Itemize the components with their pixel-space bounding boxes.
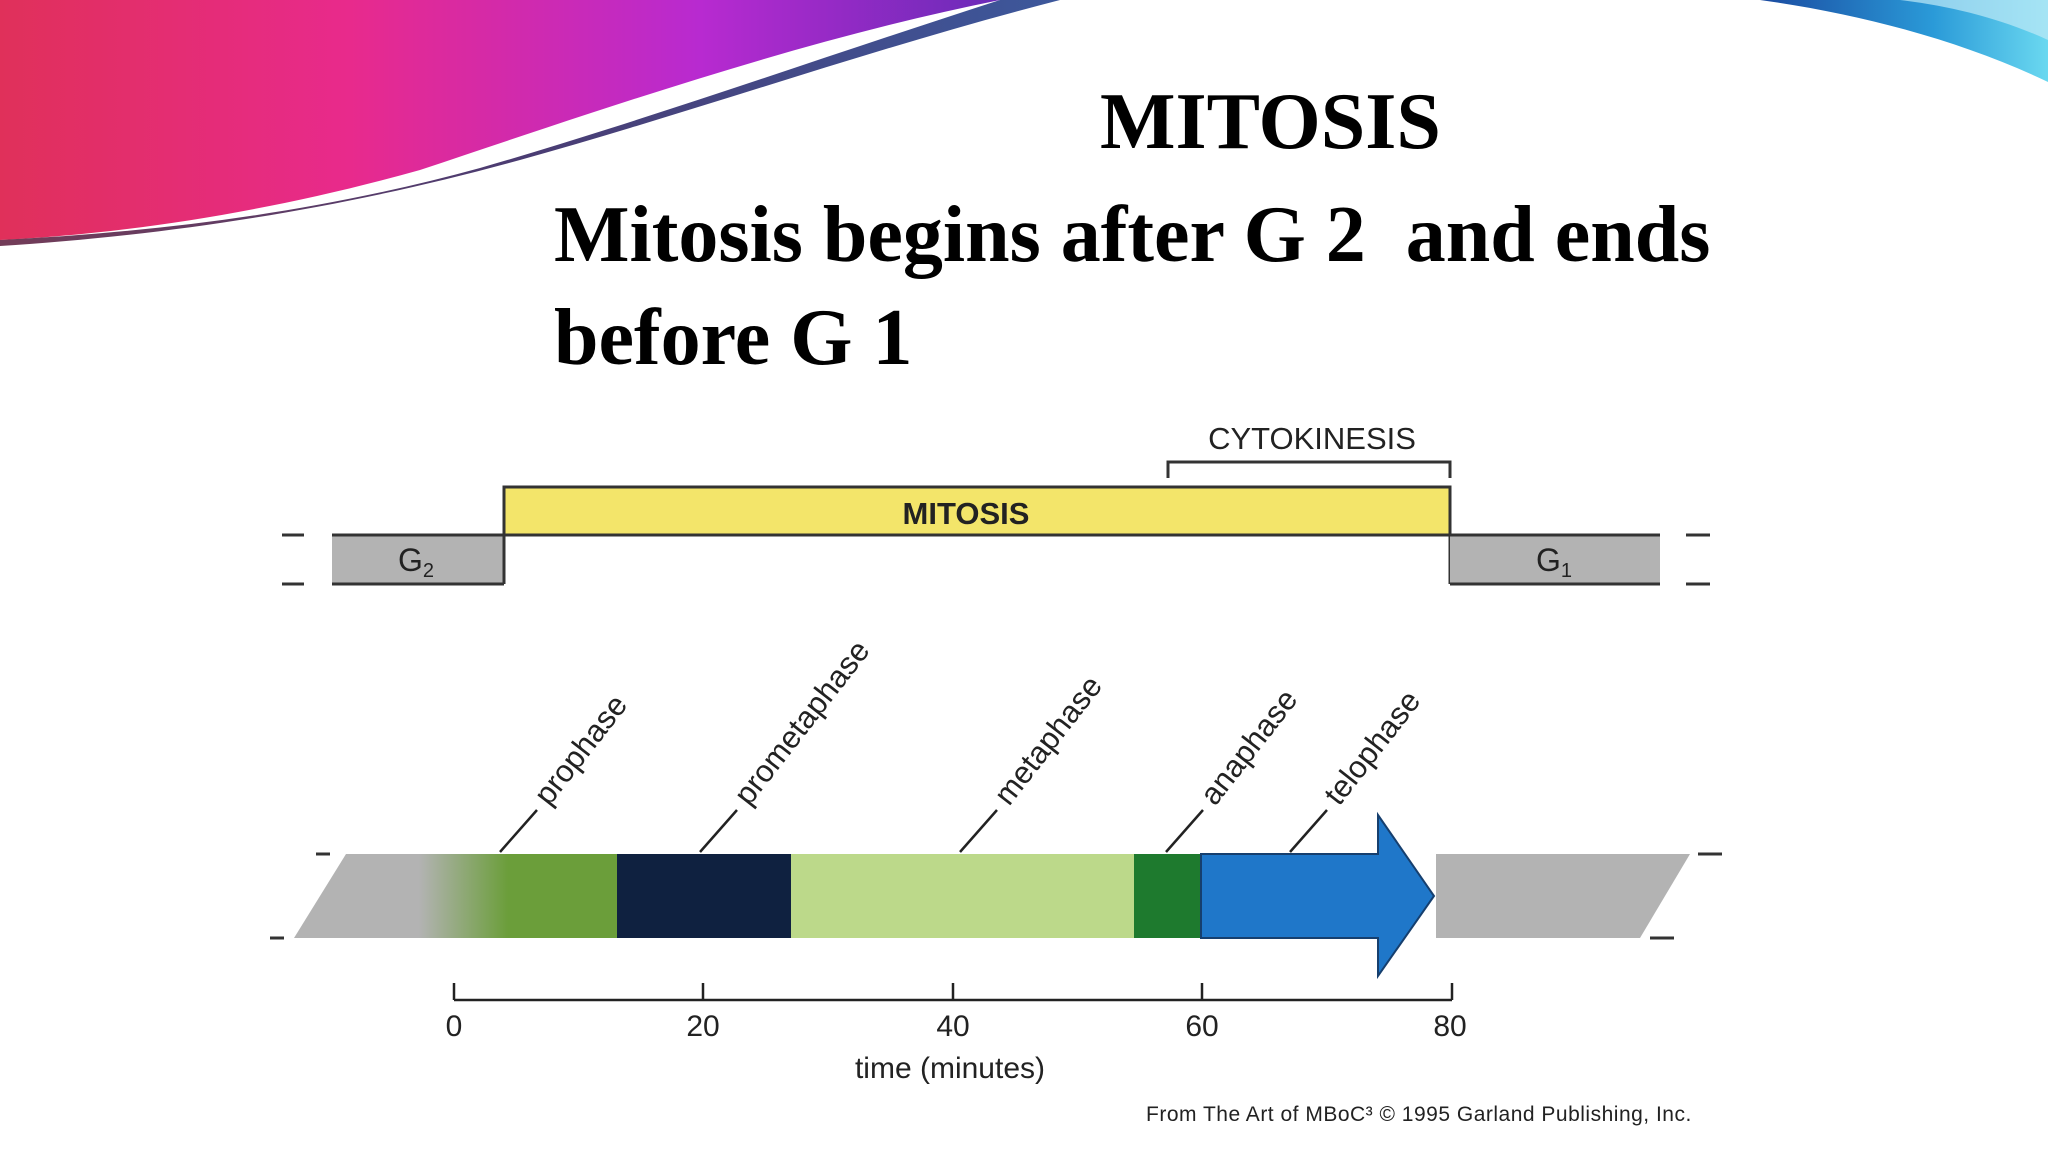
top-phase-bar: G2 MITOSIS CYTOKINESIS G1 [282,421,1710,586]
metaphase-label: metaphase [987,669,1109,811]
interphase-right-segment [1436,854,1690,938]
metaphase-leader [959,809,998,853]
tick-label-20: 20 [686,1010,719,1043]
cytokinesis-bracket [1166,460,1452,478]
time-axis-label: time (minutes) [855,1052,1045,1085]
slide-title: MITOSIS [1100,78,1441,166]
telophase-leader [1289,809,1328,853]
mitosis-bar [502,485,1452,537]
prometaphase-segment [617,854,791,938]
prometaphase-leader [699,809,738,853]
interphase-left-segment [294,854,420,938]
g1-box [1450,535,1660,584]
subtitle-line-1: Mitosis begins after G 2 and ends [554,191,1711,279]
anaphase-label: anaphase [1193,682,1304,811]
prophase-leader [499,809,538,853]
tick-label-80: 80 [1433,1010,1466,1043]
prometaphase-label: prometaphase [727,634,877,812]
decorative-swoosh [0,0,2048,246]
image-credit: From The Art of MBoC³ © 1995 Garland Pub… [1146,1103,1692,1126]
g2-box [332,535,504,584]
tick-label-0: 0 [446,1010,463,1043]
cytokinesis-label: CYTOKINESIS [1208,421,1416,456]
metaphase-segment [791,854,1134,938]
prophase-label: prophase [527,688,634,811]
telophase-label: telophase [1317,684,1427,811]
slide-subtitle: Mitosis begins after G 2 and ends before… [554,184,1854,390]
subtitle-line-2: before G 1 [554,294,913,382]
tick-label-40: 40 [936,1010,969,1043]
tick-label-60: 60 [1185,1010,1218,1043]
anaphase-leader [1165,809,1204,853]
g2-label: G2 [398,542,434,582]
g1-label: G1 [1536,542,1572,582]
phase-timeline-bar [270,811,1722,980]
prophase-segment [419,854,617,938]
phase-labels: prophase prometaphase metaphase anaphase… [499,634,1427,853]
mitosis-bar-label: MITOSIS [903,496,1030,531]
time-axis: 0 20 40 60 80 time (minutes) [446,983,1467,1085]
anaphase-segment [1134,854,1201,938]
telophase-arrow [1200,811,1436,980]
